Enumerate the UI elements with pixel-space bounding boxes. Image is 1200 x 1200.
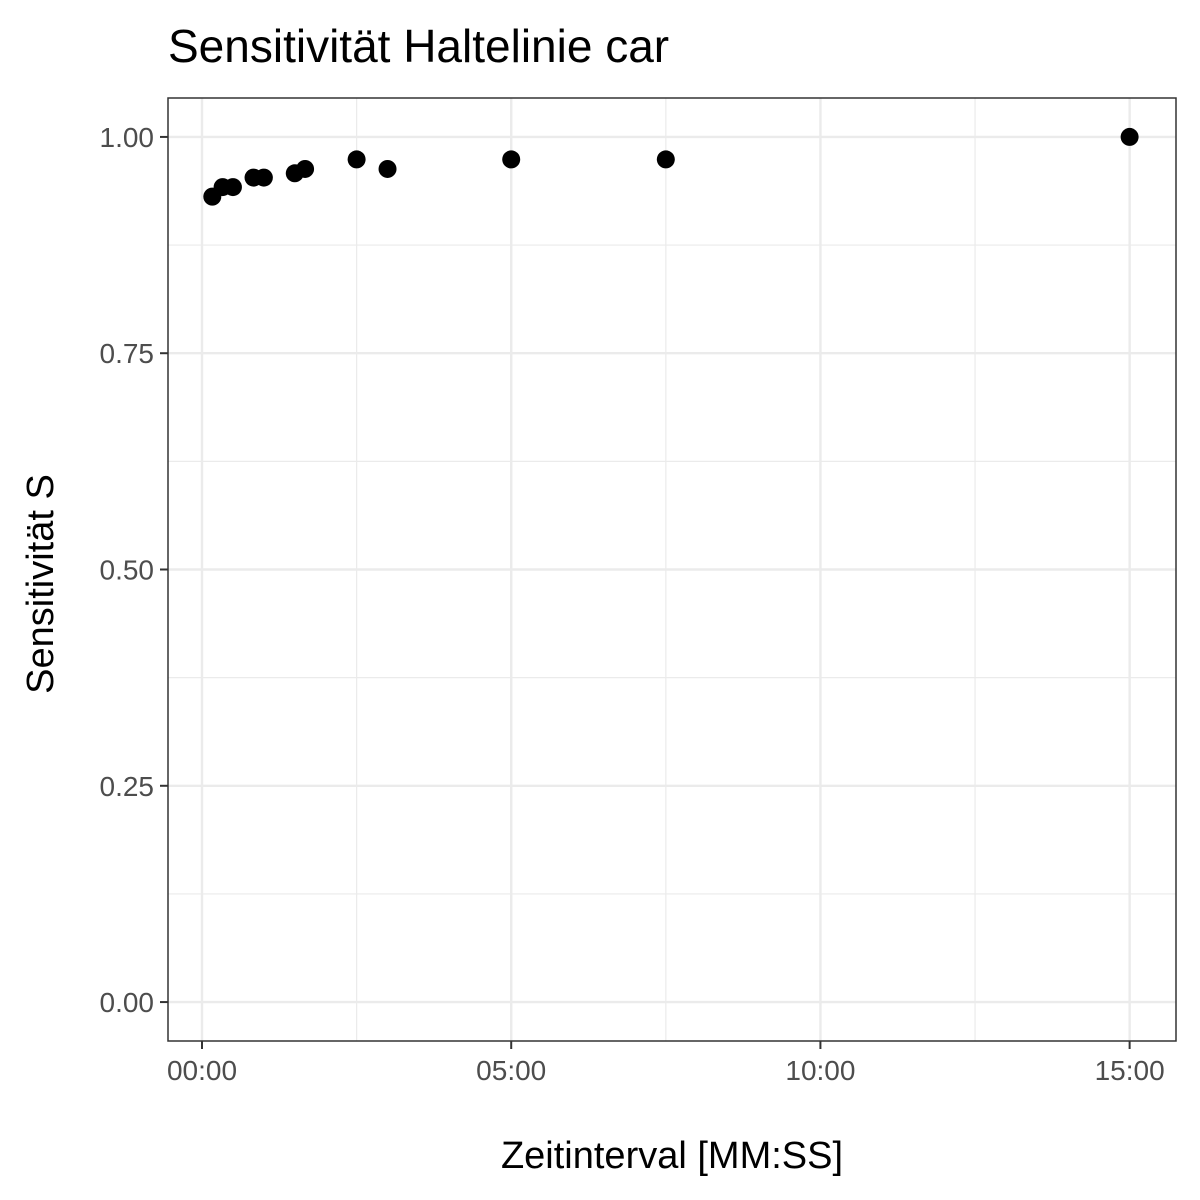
y-tick-label: 0.50 (100, 555, 155, 586)
x-tick-label: 00:00 (167, 1055, 237, 1086)
data-point (502, 150, 521, 169)
y-tick-label: 0.75 (100, 338, 155, 369)
grid (168, 98, 1176, 1041)
x-axis-label: Zeitinterval [MM:SS] (501, 1135, 843, 1177)
data-point (347, 150, 366, 169)
y-tick-label: 0.25 (100, 771, 155, 802)
data-point (296, 159, 315, 178)
chart-title: Sensitivität Haltelinie car (168, 20, 669, 72)
data-point (378, 159, 397, 178)
y-tick-label: 1.00 (100, 122, 155, 153)
x-axis: 00:00 05:00 10:00 15:00 (167, 1041, 1165, 1086)
data-point (254, 168, 273, 187)
x-tick-label: 10:00 (785, 1055, 855, 1086)
y-axis: 0.00 0.25 0.50 0.75 1.00 (100, 122, 168, 1018)
data-points (203, 127, 1139, 206)
y-axis-label: Sensitivität S (20, 474, 62, 694)
y-tick-label: 0.00 (100, 987, 155, 1018)
x-tick-label: 05:00 (476, 1055, 546, 1086)
data-point (223, 178, 242, 197)
x-tick-label: 15:00 (1095, 1055, 1165, 1086)
data-point (1120, 127, 1139, 146)
data-point (656, 150, 675, 169)
